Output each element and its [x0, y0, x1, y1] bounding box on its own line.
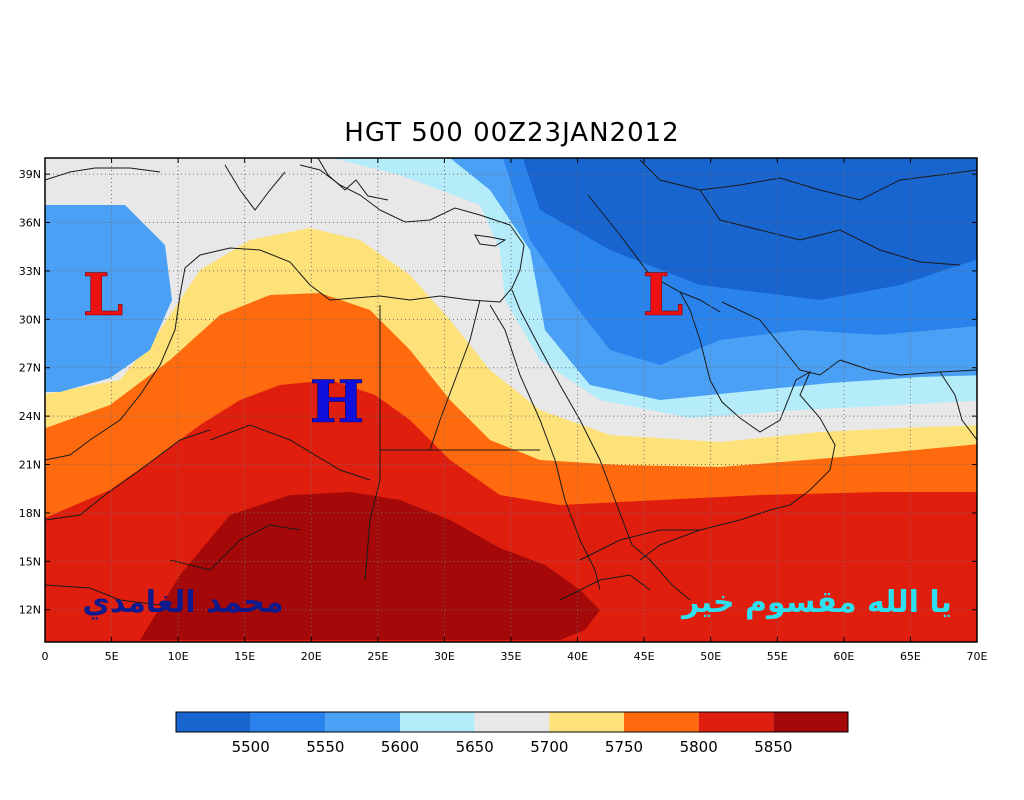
- colorbar-label: 5600: [381, 738, 419, 756]
- lon-tick-label: 50E: [700, 650, 721, 663]
- coastlines: [45, 158, 977, 606]
- lat-tick-label: 33N: [19, 265, 41, 278]
- lat-tick-label: 27N: [19, 362, 41, 375]
- prayer-caption: يا الله مقسوم خير: [680, 585, 952, 620]
- low-pressure-east-label: L: [643, 261, 684, 329]
- lon-tick-label: 45E: [634, 650, 655, 663]
- height-field: [45, 158, 977, 642]
- lon-tick-label: 5E: [105, 650, 119, 663]
- lat-tick-label: 24N: [19, 410, 41, 423]
- lat-tick-label: 36N: [19, 217, 41, 230]
- colorbar-segment: [400, 712, 475, 732]
- lon-tick-label: 65E: [900, 650, 921, 663]
- lat-tick-label: 39N: [19, 168, 41, 181]
- lon-tick-label: 55E: [767, 650, 788, 663]
- lon-tick-label: 20E: [301, 650, 322, 663]
- lon-tick-label: 40E: [567, 650, 588, 663]
- lat-tick-label: 30N: [19, 313, 41, 326]
- colorbar-segment: [474, 712, 550, 732]
- colorbar-label: 5650: [456, 738, 494, 756]
- lat-axis: 12N 15N 18N 21N 24N 27N 30N 33N 36N 39N: [19, 168, 977, 617]
- colorbar-border: [175, 711, 849, 733]
- colorbar-label: 5550: [306, 738, 344, 756]
- lat-tick-label: 21N: [19, 459, 41, 472]
- lat-tick-label: 15N: [19, 555, 41, 568]
- band-5900: [140, 492, 600, 640]
- colorbar-label: 5500: [232, 738, 270, 756]
- colorbar-segment: [325, 712, 400, 732]
- lon-tick-label: 25E: [367, 650, 388, 663]
- colorbar-label: 5800: [680, 738, 718, 756]
- lon-tick-label: 30E: [434, 650, 455, 663]
- colorbar-segment: [698, 712, 774, 732]
- lat-tick-label: 18N: [19, 507, 41, 520]
- low-pressure-west-label: L: [83, 261, 124, 329]
- map-title: HGT 500 00Z23JAN2012: [344, 118, 679, 148]
- colorbar-segment: [773, 712, 848, 732]
- colorbar-segment: [250, 712, 326, 732]
- grid-lines: [45, 158, 977, 642]
- lon-tick-label: 0: [42, 650, 49, 663]
- colorbar-segment: [549, 712, 624, 732]
- author-signature: محمد الغامدي: [82, 585, 283, 620]
- lat-tick-label: 12N: [19, 604, 41, 617]
- lon-tick-label: 10E: [168, 650, 189, 663]
- lon-tick-label: 70E: [967, 650, 988, 663]
- colorbar-segment: [624, 712, 699, 732]
- colorbar: [175, 711, 849, 733]
- low-west-5600: [45, 205, 172, 392]
- colorbar-label: 5700: [530, 738, 568, 756]
- lon-tick-label: 15E: [234, 650, 255, 663]
- lon-tick-label: 60E: [833, 650, 854, 663]
- high-pressure-center-label: H: [310, 368, 365, 436]
- colorbar-labels: 5500 5550 5600 5650 5700 5750 5800 5850: [232, 738, 793, 756]
- lon-axis: 0 5E 10E 15E 20E 25E 30E 35E 40E 45E 50E 55E 60E 65E 7…: [42, 158, 988, 663]
- colorbar-segment: [176, 712, 251, 732]
- lon-tick-label: 35E: [501, 650, 522, 663]
- colorbar-label: 5850: [754, 738, 792, 756]
- colorbar-label: 5750: [605, 738, 643, 756]
